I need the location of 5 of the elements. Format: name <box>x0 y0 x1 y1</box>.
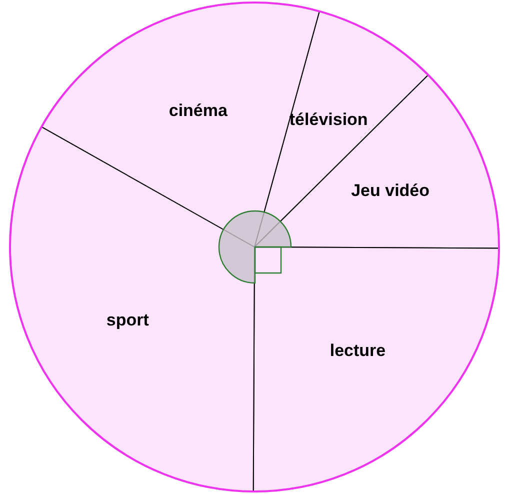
slice-label: sport <box>106 310 150 330</box>
slice-label: Jeu vidéo <box>351 181 430 200</box>
slice-label: télévision <box>289 110 368 130</box>
slice-label: lecture <box>330 340 386 360</box>
slice-label: cinéma <box>168 101 228 120</box>
